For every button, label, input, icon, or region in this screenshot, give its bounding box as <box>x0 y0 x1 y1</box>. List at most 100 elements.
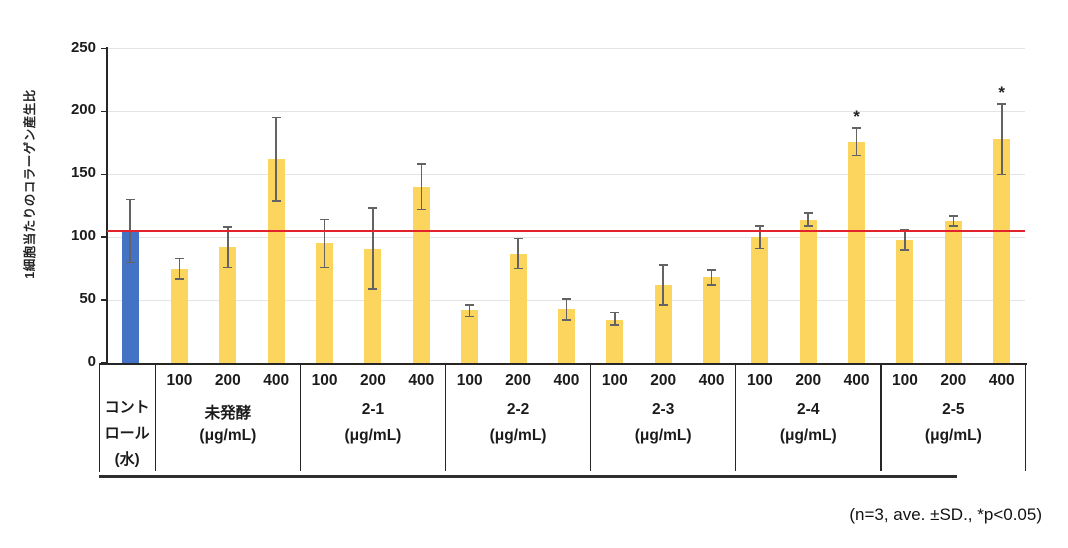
error-bar-cap <box>320 218 330 221</box>
y-tick-label: 200 <box>70 101 96 119</box>
group-label: 2-2 <box>506 401 530 418</box>
gridline <box>107 173 1025 175</box>
error-bar-cap <box>707 284 717 286</box>
unit-label: (μg/mL) <box>489 427 547 444</box>
bar <box>557 308 575 363</box>
error-bar-line <box>759 225 761 249</box>
error-bar-cap <box>658 264 668 266</box>
error-bar-line <box>178 258 181 279</box>
error-bar-line <box>710 269 713 285</box>
bar <box>896 239 914 363</box>
group-label: 2-5 <box>942 401 965 418</box>
dose-label: 200 <box>650 372 677 389</box>
significance-star: * <box>998 82 1006 102</box>
bar <box>412 186 430 363</box>
dose-label: 200 <box>214 372 241 389</box>
error-bar-line <box>323 219 326 268</box>
table-divider <box>589 363 592 471</box>
error-bar-cap <box>513 267 523 270</box>
error-bar-cap <box>803 225 813 227</box>
control-label-line: ロール <box>104 425 150 442</box>
error-bar-line <box>855 127 858 156</box>
error-bar-line <box>807 213 810 226</box>
group-label: 2-1 <box>361 401 385 418</box>
error-bar-cap <box>997 103 1007 105</box>
y-axis-title: 1細胞当たりのコラーゲン産生比 <box>23 89 37 279</box>
bar <box>219 247 237 363</box>
y-tick-label: 250 <box>70 38 96 56</box>
y-tick-mark <box>101 47 106 50</box>
dose-label: 200 <box>795 372 822 389</box>
table-divider <box>444 363 447 471</box>
bar <box>509 253 527 363</box>
y-tick-label: 50 <box>79 290 96 308</box>
error-bar-line <box>662 264 664 306</box>
bar <box>799 219 817 363</box>
group-label: 2-4 <box>797 401 820 418</box>
error-bar-cap <box>948 225 958 227</box>
dose-label: 200 <box>360 372 386 389</box>
stats-annotation: (n=3, ave. ±SD., *p<0.05) <box>849 505 1042 524</box>
error-bar-line <box>275 117 277 201</box>
dose-label: 100 <box>166 372 193 389</box>
error-bar-cap <box>852 126 862 129</box>
error-bar-cap <box>513 237 523 240</box>
table-divider <box>880 363 882 471</box>
error-bar-line <box>468 305 471 317</box>
error-bar-cap <box>997 173 1007 176</box>
table-divider <box>154 363 157 471</box>
error-bar-cap <box>271 199 281 202</box>
error-bar-cap <box>223 226 233 228</box>
reference-line <box>107 229 1025 233</box>
error-bar-cap <box>125 198 135 201</box>
y-tick-label: 100 <box>70 227 96 245</box>
unit-label: (μg/mL) <box>634 427 692 444</box>
error-bar-cap <box>658 304 668 306</box>
error-bar-cap <box>174 277 184 280</box>
error-bar-line <box>904 229 906 250</box>
dose-label: 100 <box>892 372 918 389</box>
error-bar-cap <box>755 247 765 250</box>
error-bar-cap <box>610 311 620 314</box>
error-bar-cap <box>320 266 330 269</box>
dose-label: 100 <box>456 372 483 389</box>
error-bar-line <box>372 208 374 289</box>
y-tick-mark <box>101 236 106 238</box>
y-tick-label: 150 <box>70 164 96 182</box>
y-tick-mark <box>101 110 106 113</box>
bar <box>944 220 962 363</box>
y-tick-label: 0 <box>87 353 96 370</box>
y-axis <box>105 47 108 365</box>
error-bar-cap <box>465 304 475 306</box>
dose-label: 400 <box>263 372 290 389</box>
dose-label: 200 <box>505 372 531 389</box>
x-axis <box>99 363 1027 365</box>
dose-label: 400 <box>553 372 580 389</box>
error-bar-cap <box>755 225 765 227</box>
control-label-line: (水) <box>114 451 140 468</box>
bar <box>848 141 866 363</box>
bar <box>364 248 382 363</box>
dose-label: 100 <box>746 372 773 389</box>
dose-label: 200 <box>940 372 967 389</box>
error-bar-line <box>517 238 519 269</box>
error-bar-line <box>613 312 616 326</box>
error-bar-line <box>952 215 955 226</box>
y-tick-mark <box>101 299 106 301</box>
error-bar-line <box>1000 103 1003 175</box>
error-bar-cap <box>271 116 281 119</box>
unit-label: (μg/mL) <box>199 427 257 444</box>
bar <box>316 243 334 363</box>
unit-label: (μg/mL) <box>344 427 402 444</box>
gridline <box>107 236 1025 238</box>
bar <box>267 159 285 363</box>
error-bar-cap <box>948 215 958 217</box>
table-divider <box>734 363 737 471</box>
error-bar-cap <box>125 261 135 264</box>
error-bar-cap <box>803 212 813 215</box>
error-bar-cap <box>416 163 426 166</box>
table-border-left <box>98 363 100 472</box>
error-bar-cap <box>368 287 378 290</box>
group-label: 2-3 <box>651 401 675 418</box>
